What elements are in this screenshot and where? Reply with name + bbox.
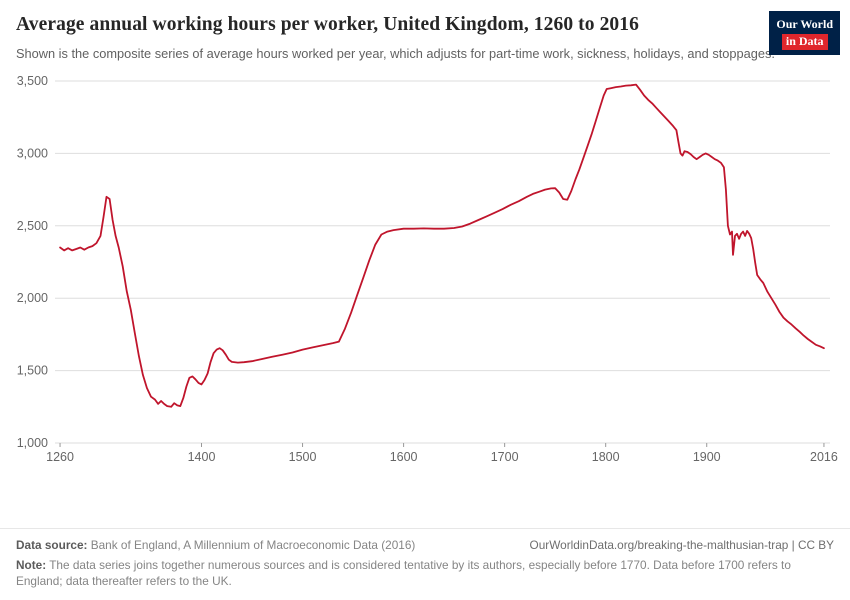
chart-footer: Data source: Bank of England, A Millenni… [0,528,850,600]
data-source-label: Data source: [16,538,88,553]
y-tick-label: 3,500 [17,74,48,88]
x-tick-label: 1500 [289,450,317,464]
data-source-text: Bank of England, A Millennium of Macroec… [87,538,416,553]
y-tick-label: 2,000 [17,291,48,305]
footnote-label: Note: [16,557,47,572]
x-tick-label: 1700 [491,450,519,464]
series-line[interactable] [59,83,825,408]
footnote: Note: The data series joins together num… [16,557,816,590]
owid-logo-line1: Our World [776,17,833,31]
chart-subtitle: Shown is the composite series of average… [16,45,775,61]
footnote-text: The data series joins together numerous … [16,557,791,589]
chart-area[interactable]: 1,000 1,500 2,000 2,500 3,000 3,500 1260 1400 15… [0,63,850,528]
page-title: Average annual working hours per worker,… [16,14,639,35]
x-tick-label: 1400 [188,450,216,464]
y-tick-label: 2,500 [17,219,48,233]
y-tick-label: 3,000 [17,147,48,161]
chart-header: Average annual working hours per worker,… [0,0,850,63]
x-tick-label: 2016 [810,450,838,464]
attribution-link[interactable]: OurWorldinData.org/breaking-the-malthusi… [529,538,834,553]
y-tick-label: 1,500 [17,364,48,378]
x-tick-label: 1600 [390,450,418,464]
line-chart[interactable]: 1,000 1,500 2,000 2,500 3,000 3,500 1260 1400 15… [0,67,850,467]
x-tick-label: 1900 [693,450,721,464]
x-tick-label: 1260 [46,450,74,464]
owid-logo[interactable]: Our World in Data [769,11,840,55]
y-tick-label: 1,000 [17,436,48,450]
data-source: Data source: Bank of England, A Millenni… [16,537,415,554]
owid-logo-line2: in Data [781,34,828,50]
x-tick-label: 1800 [592,450,620,464]
